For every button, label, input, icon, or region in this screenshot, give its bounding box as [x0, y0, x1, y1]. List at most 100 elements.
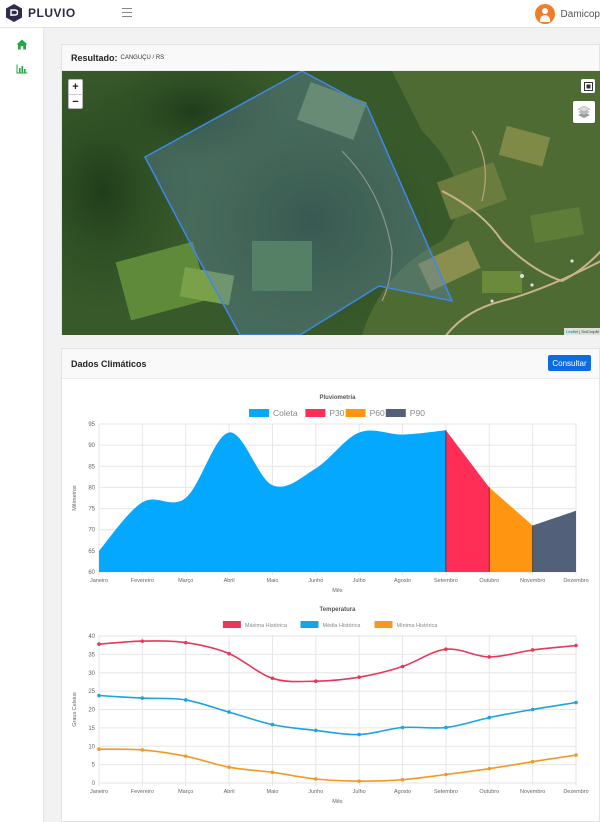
area-p60 [489, 487, 533, 572]
data-point [97, 693, 101, 698]
x-tick-label: Outubro [479, 578, 499, 584]
app-logo[interactable]: PLUVIO [4, 2, 76, 24]
layers-button[interactable] [573, 101, 595, 123]
result-label: Resultado: [71, 52, 118, 63]
y-tick-label: 95 [88, 422, 95, 428]
x-tick-label: Julho [353, 789, 366, 795]
data-point [400, 725, 405, 730]
data-point [530, 648, 535, 652]
data-point [183, 754, 188, 758]
bar-chart-icon [16, 64, 28, 74]
data-point [227, 651, 231, 656]
data-point [97, 642, 101, 646]
legend-swatch [385, 409, 406, 417]
legend-label: Máxima Histórica [245, 623, 288, 629]
x-tick-label: Novembro [520, 789, 545, 795]
field-boundary-polygon[interactable] [143, 71, 454, 335]
x-tick-label: Janeiro [90, 789, 108, 795]
data-point [574, 753, 578, 757]
logo-icon [6, 4, 22, 22]
sidebar-item-charts[interactable] [0, 57, 44, 81]
data-point [183, 640, 188, 645]
data-point [357, 779, 361, 783]
y-tick-label: 25 [88, 689, 95, 695]
x-tick-label: Maio [266, 789, 278, 795]
x-tick-label: Março [178, 789, 193, 795]
zoom-out-button[interactable]: − [69, 94, 82, 108]
consult-button[interactable]: Consultar [548, 355, 591, 371]
data-point [97, 747, 101, 751]
user-name: Damicop [560, 8, 600, 20]
data-point [183, 698, 188, 702]
x-axis-label: Mês [332, 588, 343, 594]
legend-swatch [300, 621, 319, 628]
home-icon [16, 39, 28, 49]
x-tick-label: Julho [353, 578, 366, 584]
sidebar-item-home[interactable] [0, 32, 44, 56]
zoom-in-button[interactable]: + [72, 81, 79, 93]
x-tick-label: Dezembro [563, 578, 588, 584]
map-imagery [62, 71, 600, 335]
data-point [574, 700, 578, 705]
data-point [227, 710, 231, 714]
y-tick-label: 80 [88, 485, 95, 491]
temperature-chart: Temperatura Máxima Histórica Média Históri… [72, 607, 589, 805]
result-location: CANGUÇU / RS [120, 54, 165, 61]
area-p90 [532, 510, 576, 572]
x-tick-label: Setembro [434, 578, 458, 584]
user-menu[interactable]: Damicop [534, 4, 600, 24]
attribution-text: | SciCropM [579, 329, 599, 334]
legend-label: Coleta [273, 408, 298, 418]
legend-swatch [222, 621, 241, 628]
data-point [270, 770, 275, 775]
x-tick-label: Agosto [394, 578, 411, 584]
area-p30 [445, 430, 490, 572]
satellite-map[interactable]: + − Leaflet | SciCropM [62, 71, 600, 335]
y-tick-label: 60 [88, 570, 95, 576]
x-axis-label: Mês [332, 799, 343, 805]
y-tick-label: 35 [88, 652, 95, 658]
x-tick-label: Junho [308, 789, 323, 795]
legend-label: P60 [370, 408, 385, 418]
data-point [314, 777, 318, 781]
data-point [444, 647, 448, 652]
data-point [140, 639, 145, 643]
x-tick-label: Agosto [394, 789, 411, 795]
area-coleta [99, 430, 446, 572]
data-point [400, 664, 405, 669]
legend-swatch [374, 621, 393, 628]
y-tick-label: 20 [88, 708, 95, 714]
fullscreen-button[interactable] [581, 79, 595, 93]
y-tick-label: 5 [92, 763, 96, 769]
app-name: PLUVIO [28, 6, 76, 20]
climate-panel: Dados Climáticos Consultar Pluviometria C… [61, 348, 600, 822]
y-axis-label: Graus Celsius [72, 692, 78, 727]
legend-swatch [305, 409, 326, 417]
x-tick-label: Junho [308, 578, 323, 584]
legend-label: Média Histórica [323, 623, 362, 629]
y-tick-label: 85 [88, 464, 95, 470]
y-tick-label: 75 [88, 507, 95, 513]
map-attribution: Leaflet | SciCropM [564, 328, 600, 335]
x-tick-label: Novembro [520, 578, 545, 584]
data-point [357, 675, 361, 679]
data-point [444, 772, 448, 777]
legend-label: Mínima Histórica [397, 623, 439, 629]
y-tick-label: 40 [88, 634, 95, 640]
fullscreen-icon [583, 81, 593, 91]
data-point [530, 759, 535, 764]
y-tick-label: 10 [88, 744, 95, 750]
result-header: Resultado: CANGUÇU / RS [62, 45, 599, 71]
legend-swatch [345, 409, 366, 417]
legend-label: P30 [329, 408, 344, 418]
data-point [400, 777, 405, 782]
menu-toggle-icon[interactable] [122, 8, 132, 17]
legend-label: P90 [410, 408, 425, 418]
y-tick-label: 15 [88, 726, 95, 732]
y-tick-label: 90 [88, 443, 95, 449]
data-point [444, 725, 448, 730]
y-tick-label: 65 [88, 549, 95, 555]
x-tick-label: Abril [224, 789, 235, 795]
leaflet-link[interactable]: Leaflet [566, 329, 579, 334]
climate-header: Dados Climáticos Consultar [62, 349, 599, 379]
